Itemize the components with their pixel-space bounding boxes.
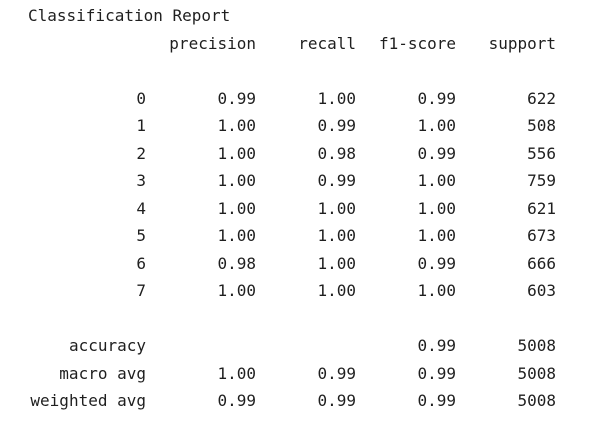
f1-value: 0.99: [417, 254, 456, 273]
precision-value: 1.00: [217, 364, 256, 383]
header-support: support: [488, 34, 556, 53]
support-value: 666: [527, 254, 556, 273]
row-label: 7: [136, 281, 146, 300]
recall-value: 1.00: [317, 89, 356, 108]
f1-value: 0.99: [417, 391, 456, 410]
header-recall: recall: [298, 34, 356, 53]
row-label: 3: [136, 171, 146, 190]
f1-value: 0.99: [417, 364, 456, 383]
row-label: weighted avg: [30, 391, 146, 410]
row-label: 0: [136, 89, 146, 108]
precision-value: 1.00: [217, 226, 256, 245]
row-label: 6: [136, 254, 146, 273]
precision-value: 1.00: [217, 199, 256, 218]
recall-value: 0.98: [317, 144, 356, 163]
row-label: macro avg: [59, 364, 146, 383]
recall-value: 1.00: [317, 226, 356, 245]
precision-value: 1.00: [217, 171, 256, 190]
row-label: 5: [136, 226, 146, 245]
recall-value: 0.99: [317, 391, 356, 410]
precision-value: 0.98: [217, 254, 256, 273]
support-value: 759: [527, 171, 556, 190]
support-value: 508: [527, 116, 556, 135]
support-value: 556: [527, 144, 556, 163]
precision-value: 1.00: [217, 281, 256, 300]
support-value: 5008: [517, 391, 556, 410]
f1-value: 1.00: [417, 171, 456, 190]
recall-value: 0.99: [317, 364, 356, 383]
f1-value: 0.99: [417, 89, 456, 108]
row-label: 1: [136, 116, 146, 135]
f1-value: 1.00: [417, 116, 456, 135]
support-value: 622: [527, 89, 556, 108]
precision-value: 1.00: [217, 144, 256, 163]
f1-value: 1.00: [417, 281, 456, 300]
report-title: Classification Report: [28, 6, 231, 25]
precision-value: 0.99: [217, 89, 256, 108]
recall-value: 1.00: [317, 254, 356, 273]
f1-value: 0.99: [417, 336, 456, 355]
recall-value: 1.00: [317, 199, 356, 218]
precision-value: 1.00: [217, 116, 256, 135]
precision-value: 0.99: [217, 391, 256, 410]
header-f1-score: f1-score: [378, 34, 456, 53]
recall-value: 1.00: [317, 281, 356, 300]
support-value: 673: [527, 226, 556, 245]
row-label: 4: [136, 199, 146, 218]
recall-value: 0.99: [317, 171, 356, 190]
f1-value: 1.00: [417, 199, 456, 218]
header-precision: precision: [169, 34, 256, 53]
row-label: 2: [136, 144, 146, 163]
support-value: 5008: [517, 336, 556, 355]
f1-value: 1.00: [417, 226, 456, 245]
row-label: accuracy: [68, 336, 146, 355]
support-value: 603: [527, 281, 556, 300]
support-value: 5008: [517, 364, 556, 383]
support-value: 621: [527, 199, 556, 218]
recall-value: 0.99: [317, 116, 356, 135]
f1-value: 0.99: [417, 144, 456, 163]
